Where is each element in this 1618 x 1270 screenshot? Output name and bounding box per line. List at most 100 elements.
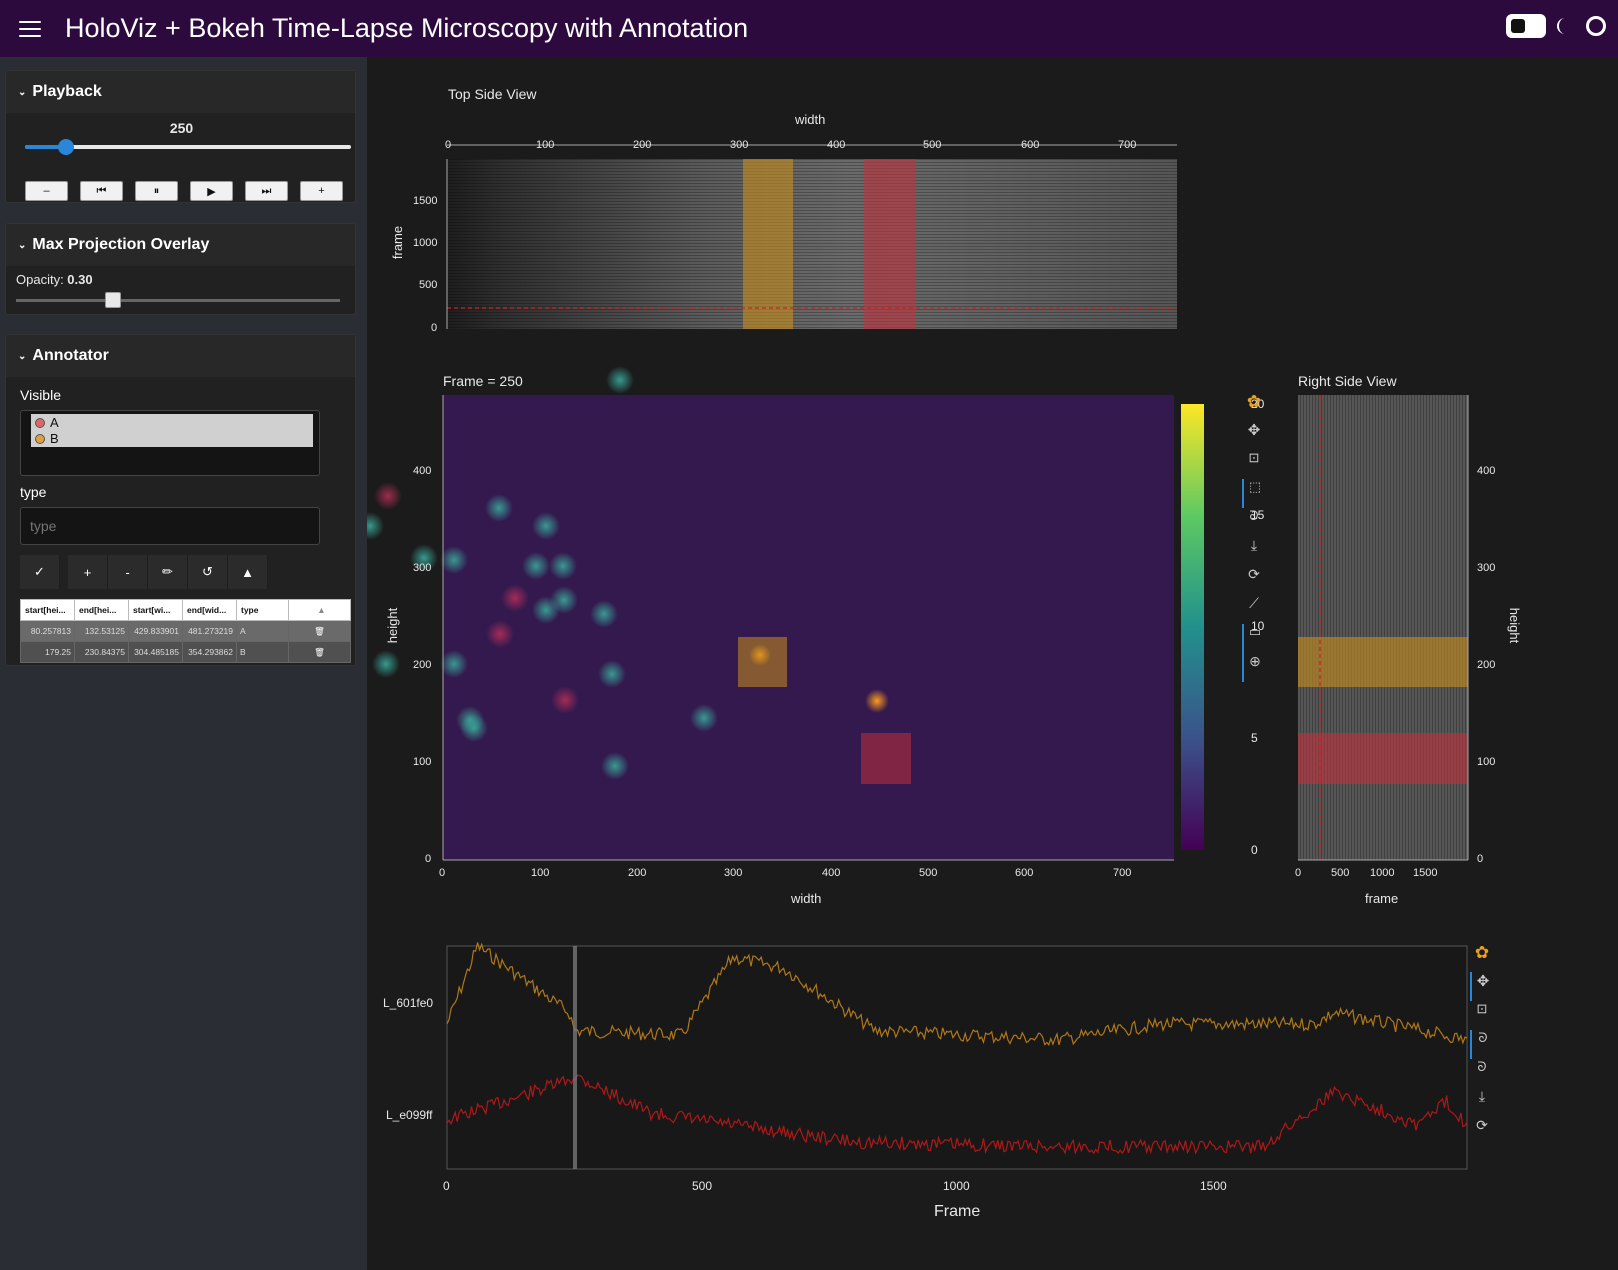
frame-x-tick: 400 (822, 867, 841, 879)
right-y-tick: 200 (1477, 659, 1496, 671)
table-cell: 354.293862 (182, 641, 237, 663)
colorbar-tick: 5 (1251, 731, 1258, 745)
frame-slider-handle[interactable] (57, 139, 74, 155)
add-button[interactable]: + (68, 555, 108, 589)
save-icon[interactable]: ⤓ (1478, 1088, 1486, 1104)
hot-cell-blob (865, 689, 889, 713)
playback-header[interactable]: ⌄ Playback (6, 71, 355, 113)
top-view-title: Top Side View (448, 86, 537, 102)
trace-series-label: L_e099ff (386, 1108, 433, 1122)
undo-button[interactable]: ↺ (188, 555, 228, 589)
playback-card: ⌄ Playback 250 – ⏮ ⏸ ▶ ⏭ + (5, 70, 356, 203)
frame-slider[interactable] (25, 139, 351, 155)
pan-icon[interactable]: ✥ (1247, 422, 1261, 439)
table-row[interactable]: 179.25 230.84375 304.485185 354.293862 B… (20, 641, 351, 663)
trace-plot[interactable] (446, 942, 1468, 1170)
top-x-tick: 700 (1118, 139, 1137, 151)
box-select-icon[interactable]: ⬚ (1242, 479, 1266, 508)
overlay-header[interactable]: ⌄ Max Projection Overlay (6, 224, 355, 266)
bokeh-logo-icon[interactable]: ✿ (1474, 943, 1490, 962)
comment-icon[interactable]: ▭ (1242, 624, 1266, 653)
lasso-icon[interactable]: ᘐ (1249, 508, 1259, 523)
box-zoom-icon[interactable]: ⊡ (1248, 450, 1260, 465)
increment-button[interactable]: + (300, 181, 343, 201)
trash-icon: 🗑 (314, 625, 325, 636)
sort-header[interactable]: ▲ (288, 599, 351, 621)
pan-icon[interactable]: ✥ (1470, 972, 1494, 1001)
table-header[interactable]: start[hei... (20, 599, 75, 621)
visible-select[interactable]: A B (20, 410, 320, 476)
type-label: type (20, 484, 47, 500)
reset-icon[interactable]: ⟳ (1248, 566, 1260, 582)
trace-xlabel: Frame (934, 1203, 981, 1220)
frame-y-tick: 300 (413, 562, 432, 574)
top-side-view-plot[interactable] (446, 144, 1177, 329)
right-x-tick: 0 (1295, 867, 1302, 879)
menu-icon[interactable] (19, 20, 41, 37)
cell-blob (601, 752, 629, 780)
type-input[interactable] (20, 507, 320, 545)
first-frame-button[interactable]: ⏮ (80, 181, 123, 201)
lasso-icon[interactable]: ᘐ (1470, 1030, 1494, 1059)
trace-l601fe0 (446, 942, 1468, 1046)
commit-button[interactable]: ✓ (20, 555, 60, 589)
sidebar: ⌄ Playback 250 – ⏮ ⏸ ▶ ⏭ + ⌄ Max Projectio… (0, 57, 367, 1270)
cell-blob (606, 366, 634, 394)
annotation-a-band[interactable] (864, 159, 916, 329)
annotator-header[interactable]: ⌄ Annotator (6, 335, 355, 377)
right-y-tick: 0 (1477, 853, 1484, 865)
top-x-tick: 0 (445, 139, 452, 151)
table-header[interactable]: type (236, 599, 289, 621)
annotation-b-band[interactable] (743, 159, 793, 329)
visible-option-a[interactable]: A (35, 415, 59, 430)
opacity-value: 0.30 (67, 272, 93, 287)
opacity-slider[interactable] (16, 292, 340, 308)
remove-button[interactable]: - (108, 555, 148, 589)
frame-x-tick: 700 (1113, 867, 1132, 879)
table-header[interactable]: end[wid... (182, 599, 237, 621)
delete-row-button[interactable]: 🗑 (288, 620, 351, 642)
colorbar (1181, 404, 1204, 850)
annotation-b-band[interactable] (1298, 637, 1468, 687)
right-side-view-plot[interactable] (1298, 395, 1469, 861)
table-cell: 304.485185 (128, 641, 183, 663)
play-button[interactable]: ▶ (190, 181, 233, 201)
frame-x-tick: 500 (919, 867, 938, 879)
trash-icon: 🗑 (314, 646, 325, 657)
moon-icon[interactable] (1556, 16, 1576, 36)
colorbar-tick: 0 (1251, 843, 1258, 857)
annotation-a-box[interactable] (861, 733, 911, 784)
delete-row-button[interactable]: 🗑 (288, 641, 351, 663)
trace-le099ff (446, 1074, 1468, 1155)
table-row[interactable]: 80.257813 132.53125 429.833901 481.27321… (20, 620, 351, 642)
annotation-a-band[interactable] (1298, 733, 1468, 784)
table-header[interactable]: end[hei... (74, 599, 129, 621)
frame-x-tick: 300 (724, 867, 743, 879)
right-y-tick: 400 (1477, 465, 1496, 477)
frame-view-plot[interactable] (367, 366, 1204, 861)
edit-button[interactable]: ✏ (148, 555, 188, 589)
lasso-icon[interactable]: ᘐ (1477, 1059, 1487, 1074)
playback-controls: – ⏮ ⏸ ▶ ⏭ + (25, 181, 343, 201)
box-zoom-icon[interactable]: ⊡ (1476, 1001, 1488, 1016)
cell-blob (440, 650, 468, 678)
crosshair-icon[interactable]: ⊕ (1242, 653, 1266, 682)
annotation-b-box[interactable] (738, 637, 787, 687)
table-header[interactable]: start[wi... (128, 599, 183, 621)
app-header: HoloViz + Bokeh Time-Lapse Microscopy wi… (0, 0, 1618, 57)
decrement-button[interactable]: – (25, 181, 68, 201)
bokeh-logo-icon[interactable]: ✿ (1246, 392, 1262, 411)
last-frame-button[interactable]: ⏭ (245, 181, 288, 201)
pause-button[interactable]: ⏸ (135, 181, 178, 201)
top-y-tick: 1500 (413, 195, 438, 207)
opacity-slider-handle[interactable] (105, 292, 122, 308)
right-x-tick: 1000 (1370, 867, 1395, 879)
current-frame-marker[interactable] (573, 946, 577, 1169)
save-icon[interactable]: ⤓ (1250, 537, 1258, 553)
reset-icon[interactable]: ⟳ (1476, 1117, 1488, 1133)
collapse-button[interactable]: ▲ (228, 555, 268, 589)
ruler-icon[interactable]: ⟋ (1249, 595, 1259, 611)
theme-toggle[interactable] (1506, 14, 1546, 38)
visible-option-b[interactable]: B (35, 431, 59, 446)
annotator-card: ⌄Annotator Visible A B type ✓ + - ✏ ↺ ▲ … (5, 334, 356, 666)
